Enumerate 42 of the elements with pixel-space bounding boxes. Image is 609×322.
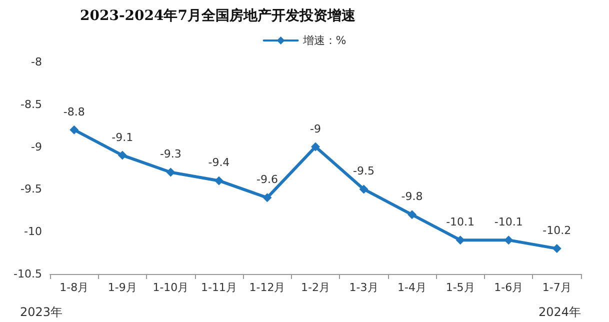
y-tick-label: -8 — [31, 56, 42, 68]
legend-label: 增速：% — [302, 34, 346, 47]
x-tick-label: 1-9月 — [108, 281, 137, 294]
data-label: -10.1 — [446, 216, 475, 229]
text: 2023年 — [20, 305, 63, 319]
data-label: -8.8 — [63, 105, 85, 118]
point — [552, 244, 562, 254]
data-label: -9.3 — [160, 148, 182, 161]
point — [166, 168, 176, 177]
x-tick-label: 1-3月 — [349, 281, 378, 294]
data-label: -9.8 — [401, 190, 423, 204]
data-label: -9.6 — [256, 173, 278, 186]
y-tick-label: -9.5 — [20, 182, 42, 196]
x-tick-label: 1-2月 — [301, 281, 330, 294]
y-tick-label: -8.5 — [20, 98, 42, 111]
x-tick-label: 1-8月 — [60, 281, 89, 294]
x-tick-label: 1-7月 — [542, 281, 572, 294]
y-tick-label: -9 — [31, 140, 42, 154]
text: 2024年 — [538, 305, 582, 319]
data-label: -9.1 — [112, 130, 134, 144]
point — [504, 236, 514, 245]
y-tick-label: -10.5 — [14, 268, 42, 280]
data-label: -10.1 — [494, 216, 523, 229]
point — [408, 210, 417, 220]
point — [70, 125, 79, 134]
x-tick-label: 1-12月 — [249, 281, 286, 294]
y-tick-label: -10 — [24, 225, 42, 238]
point — [311, 142, 320, 152]
x-tick-label: 1-10月 — [152, 281, 189, 294]
point — [262, 193, 272, 202]
point — [118, 150, 127, 160]
x-tick-label: 1-11月 — [200, 281, 237, 294]
data-label: -9.4 — [208, 156, 230, 170]
x-tick-label: 1-5月 — [446, 281, 475, 294]
data-label: -9.5 — [353, 164, 375, 178]
point — [214, 176, 224, 186]
x-tick-label: 1-4月 — [398, 281, 427, 294]
data-label: -9 — [310, 122, 321, 136]
chart-title: 2023-2024年7月全国房地产开发投资增速 — [80, 7, 356, 24]
data-label: -10.2 — [542, 224, 572, 238]
x-tick-label: 1-6月 — [494, 281, 524, 294]
point — [359, 184, 368, 194]
